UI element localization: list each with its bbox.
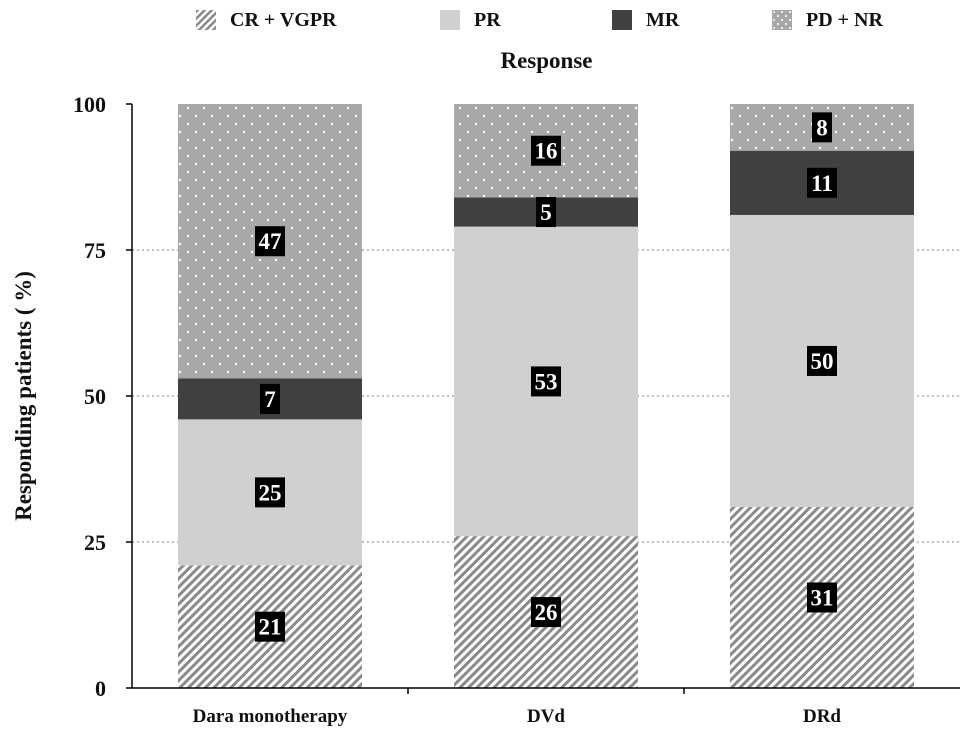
x-tick-label: DVd xyxy=(527,706,565,727)
data-label-box xyxy=(807,345,837,376)
data-label-box xyxy=(807,167,837,198)
data-label: 47 xyxy=(259,229,282,254)
data-label-box xyxy=(255,611,285,642)
data-label: 8 xyxy=(816,115,828,140)
data-label: 53 xyxy=(535,369,558,394)
x-tick-label: Dara monotherapy xyxy=(193,706,348,727)
data-label-box xyxy=(536,197,556,228)
axes: Dara monotherapy DVd DRd0255075100Respondi… xyxy=(11,92,960,727)
legend-item-pd-nr: PD + NR xyxy=(772,5,883,35)
data-label: 50 xyxy=(811,349,834,374)
y-axis-label: Responding patients ( %) xyxy=(11,271,36,521)
legend-item-pr: PR xyxy=(440,5,501,35)
data-label-box xyxy=(807,582,837,613)
legend-label: MR xyxy=(646,8,680,31)
data-labels: 21 25 7 47 26 53 5 16 31 50 11 8 xyxy=(255,112,837,642)
data-label-box xyxy=(255,226,285,257)
y-tick-label: 50 xyxy=(84,384,106,409)
legend-swatch-pd-nr xyxy=(772,10,792,30)
legend-swatch-cr-vgpr xyxy=(196,10,216,30)
legend-item-cr-vgpr: CR + VGPR xyxy=(196,5,337,35)
legend-label: PD + NR xyxy=(806,8,883,31)
legend-label: PR xyxy=(474,8,501,31)
data-label: 31 xyxy=(811,585,834,610)
data-label-box xyxy=(255,477,285,508)
data-label-box xyxy=(531,366,561,397)
data-label-box xyxy=(812,112,832,143)
legend-title: Response xyxy=(500,48,593,73)
data-label: 16 xyxy=(535,139,558,164)
data-label-box xyxy=(531,597,561,628)
y-tick-label: 25 xyxy=(84,530,106,555)
x-tick-label: DRd xyxy=(803,706,841,727)
data-label-box xyxy=(531,135,561,166)
y-tick-label: 100 xyxy=(73,92,106,117)
data-label: 21 xyxy=(259,615,282,640)
legend-item-mr: MR xyxy=(612,5,679,35)
data-label: 26 xyxy=(535,600,558,625)
data-label: 25 xyxy=(259,480,282,505)
legend: CR + VGPR PR MR PD + NR Response xyxy=(0,0,963,80)
legend-label: CR + VGPR xyxy=(230,8,337,31)
legend-swatch-mr xyxy=(612,10,632,30)
legend-swatch-pr xyxy=(440,10,460,30)
data-label: 7 xyxy=(264,387,276,412)
data-label: 5 xyxy=(540,200,552,225)
data-label-box xyxy=(260,383,280,414)
y-tick-label: 75 xyxy=(84,238,106,263)
y-tick-label: 0 xyxy=(95,676,106,701)
data-label: 11 xyxy=(811,171,833,196)
